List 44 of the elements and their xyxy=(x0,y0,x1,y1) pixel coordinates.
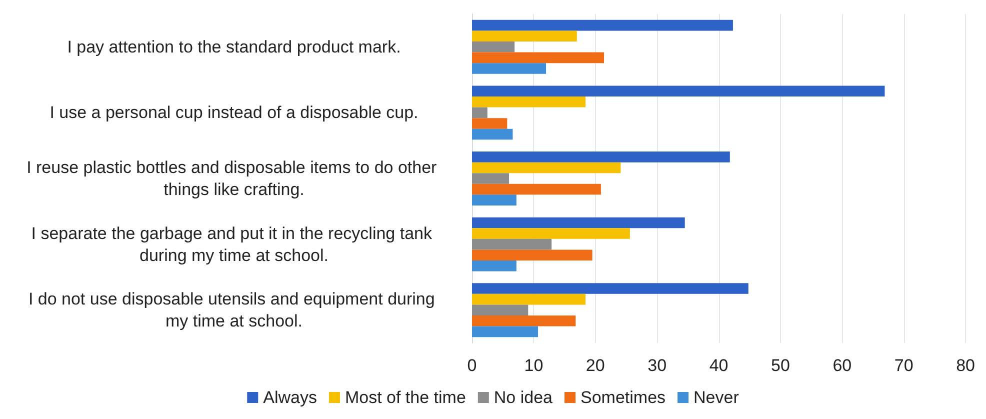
legend-label: Never xyxy=(694,388,740,407)
bar xyxy=(472,118,508,129)
bar xyxy=(472,86,885,97)
legend-label: Always xyxy=(263,388,317,407)
x-tick-label: 70 xyxy=(894,356,914,375)
bar xyxy=(472,42,515,52)
bar xyxy=(472,283,748,294)
legend-label: No idea xyxy=(494,388,554,407)
legend-label: Most of the time xyxy=(344,388,466,407)
bar xyxy=(472,173,510,184)
bar xyxy=(472,238,552,250)
bar xyxy=(472,30,577,42)
y-tick-label: I reuse plastic bottles and disposable items to do other things like crafting. xyxy=(26,158,442,199)
x-tick-label: 80 xyxy=(956,356,976,375)
bar xyxy=(472,217,685,228)
bar xyxy=(472,260,516,272)
x-tick-label: 50 xyxy=(771,356,790,375)
y-tick-label: I do not use disposable utensils and equipment during my time at school. xyxy=(28,290,440,331)
x-tick-label: 20 xyxy=(586,356,605,375)
x-tick-label: 30 xyxy=(648,356,667,375)
bar xyxy=(472,162,621,174)
y-tick-label: I pay attention to the standard product mark. xyxy=(67,37,401,56)
bar xyxy=(472,107,488,118)
x-tick-label: 0 xyxy=(467,356,477,375)
x-tick-label: 60 xyxy=(832,356,852,375)
bar xyxy=(472,63,546,74)
bar xyxy=(472,152,730,162)
bar xyxy=(472,304,528,316)
bar xyxy=(472,184,601,195)
bar xyxy=(472,96,586,108)
bar xyxy=(472,294,586,305)
bar xyxy=(472,194,516,206)
bar xyxy=(472,52,604,64)
bar xyxy=(472,326,538,338)
bar xyxy=(472,250,592,260)
y-tick-label: I separate the garbage and put it in the recycling tank during my time at school. xyxy=(31,224,437,265)
x-tick-label: 10 xyxy=(524,356,544,375)
x-tick-label: 40 xyxy=(709,356,728,375)
y-tick-label: I use a personal cup instead of a disposable cup. xyxy=(50,103,418,122)
bar xyxy=(472,20,733,31)
bar xyxy=(472,228,630,239)
legend-label: Sometimes xyxy=(580,388,666,407)
bar xyxy=(472,128,513,140)
bar xyxy=(472,315,576,326)
